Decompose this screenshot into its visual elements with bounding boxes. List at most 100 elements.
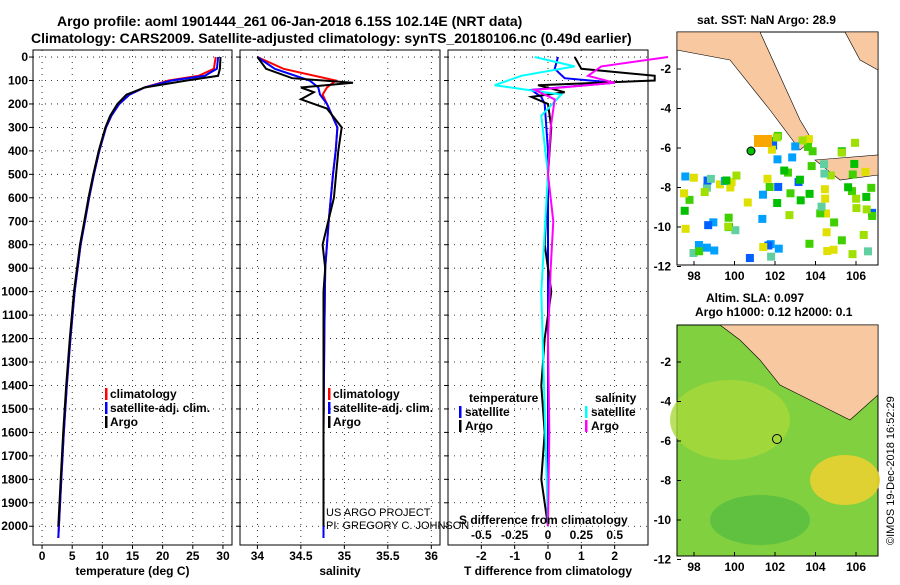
panel-0: 0100200300400500600700800900100011001200…: [1, 49, 233, 578]
map-y-tick: -6: [660, 141, 671, 155]
sst-cell: [726, 183, 735, 192]
sst-cell: [788, 153, 797, 162]
sst-cell: [867, 183, 876, 192]
sla-land: [719, 324, 879, 421]
x-tick-label: 35.5: [376, 549, 400, 563]
sst-cell: [702, 183, 711, 192]
map-y-tick: -8: [660, 474, 671, 488]
legend-label: satellite: [591, 405, 636, 419]
legend-swatch: [459, 406, 462, 418]
sst-cell: [820, 169, 829, 178]
sst-cell: [732, 171, 741, 180]
sst-cell: [805, 239, 814, 248]
x-tick-label: 25: [186, 549, 200, 563]
pi-text: PI: GREGORY C. JOHNSON: [326, 520, 469, 532]
sst-cell: [795, 175, 804, 184]
y-tick-label: 1300: [1, 355, 28, 369]
sla-map-title1: Altim. SLA: 0.097: [706, 291, 804, 305]
sst-cell: [724, 213, 733, 222]
sst-map-frame: [676, 31, 879, 266]
sst-cell: [863, 247, 872, 256]
map-x-tick: 104: [805, 269, 825, 283]
sst-cell: [680, 189, 689, 198]
sst-cell: [807, 162, 816, 171]
y-tick-label: 100: [8, 73, 28, 87]
map-y-tick: -4: [660, 395, 671, 409]
series-argo: [256, 56, 354, 527]
y-tick-label: 500: [8, 167, 28, 181]
sst-cell: [830, 218, 839, 227]
y-tick-label: 900: [8, 261, 28, 275]
y-tick-label: 700: [8, 214, 28, 228]
land-borneo: [844, 31, 879, 71]
x-tick-label: 34: [251, 549, 265, 563]
series-argo: [57, 56, 222, 527]
y-tick-label: 1700: [1, 449, 28, 463]
legend-swatch: [328, 416, 331, 428]
sst-cell: [852, 204, 861, 213]
sst-cell: [727, 178, 736, 187]
y-tick-label: 1600: [1, 425, 28, 439]
y-tick-label: 300: [8, 120, 28, 134]
panel-2: -2 -1 0 1 2T difference from climatologytemp…: [444, 49, 669, 578]
sst-cell: [837, 148, 846, 157]
sst-cell: [848, 170, 857, 179]
legend-label: satellite-adj. clim.: [110, 401, 210, 415]
x-tick-label: 0: [545, 549, 552, 563]
x-tick-label: 36: [425, 549, 439, 563]
legend-swatch: [105, 416, 108, 428]
s-tick-label: -0.25: [501, 528, 529, 542]
sst-cell: [774, 182, 783, 191]
legend-swatch: [328, 388, 331, 400]
sst-cell: [745, 254, 754, 263]
x-tick-label: 10: [96, 549, 110, 563]
sst-cell: [837, 236, 846, 245]
x-tick-label: 15: [126, 549, 140, 563]
map-x-tick: 102: [765, 560, 785, 574]
sst-cell: [852, 194, 861, 203]
sst-cell: [780, 166, 789, 175]
sst-cell: [767, 145, 776, 154]
sst-cell: [710, 246, 719, 255]
sst-cell: [850, 159, 859, 168]
sla-region: [710, 495, 810, 545]
sst-cell: [722, 176, 731, 185]
x-axis-label: salinity: [319, 564, 361, 578]
y-tick-label: 1000: [1, 285, 28, 299]
x-tick-label: -1: [509, 549, 520, 563]
argo-location-marker: [746, 146, 756, 156]
legend-swatch: [585, 406, 588, 418]
sst-cells: [680, 131, 877, 263]
y-tick-label: 2000: [1, 519, 28, 533]
panel-1: 34 34.5 35 35.5 36 salinity climatologysatelli…: [236, 49, 441, 578]
sst-cell: [702, 243, 711, 252]
map-x-tick: 98: [687, 560, 701, 574]
sst-map-ticks: 98 100 102 104 106 -2 -4 -6 -8 -10 -12: [654, 62, 867, 283]
sst-cell: [822, 209, 831, 218]
legend-swatch: [105, 402, 108, 414]
s-tick-label: 0.5: [606, 528, 623, 542]
s-axis-label: S difference from climatology: [459, 513, 628, 527]
sst-cell: [773, 155, 782, 164]
sst-cell: [767, 252, 776, 261]
x-tick-label: 34.5: [289, 549, 313, 563]
x-tick-label: 2: [611, 549, 618, 563]
sst-cell: [829, 245, 838, 254]
sst-cell: [700, 188, 709, 197]
legend-label: Argo: [465, 419, 493, 433]
sst-cell: [848, 250, 857, 259]
legend-label: Argo: [110, 415, 138, 429]
sst-cell: [798, 136, 807, 145]
map-y-tick: -4: [660, 102, 671, 116]
series-s-satellite: [494, 56, 575, 527]
map-y-tick: -2: [660, 355, 671, 369]
y-tick-label: 400: [8, 144, 28, 158]
legend-label: satellite: [465, 405, 510, 419]
y-tick-label: 1800: [1, 472, 28, 486]
sst-cell: [694, 241, 703, 250]
sst-cell: [769, 141, 778, 150]
x-tick-label: 30: [216, 549, 230, 563]
sla-map-ticks: 98 100 102 104 106 -2 -4 -6 -8 -10 -12: [654, 355, 867, 574]
y-tick-label: 1400: [1, 378, 28, 392]
